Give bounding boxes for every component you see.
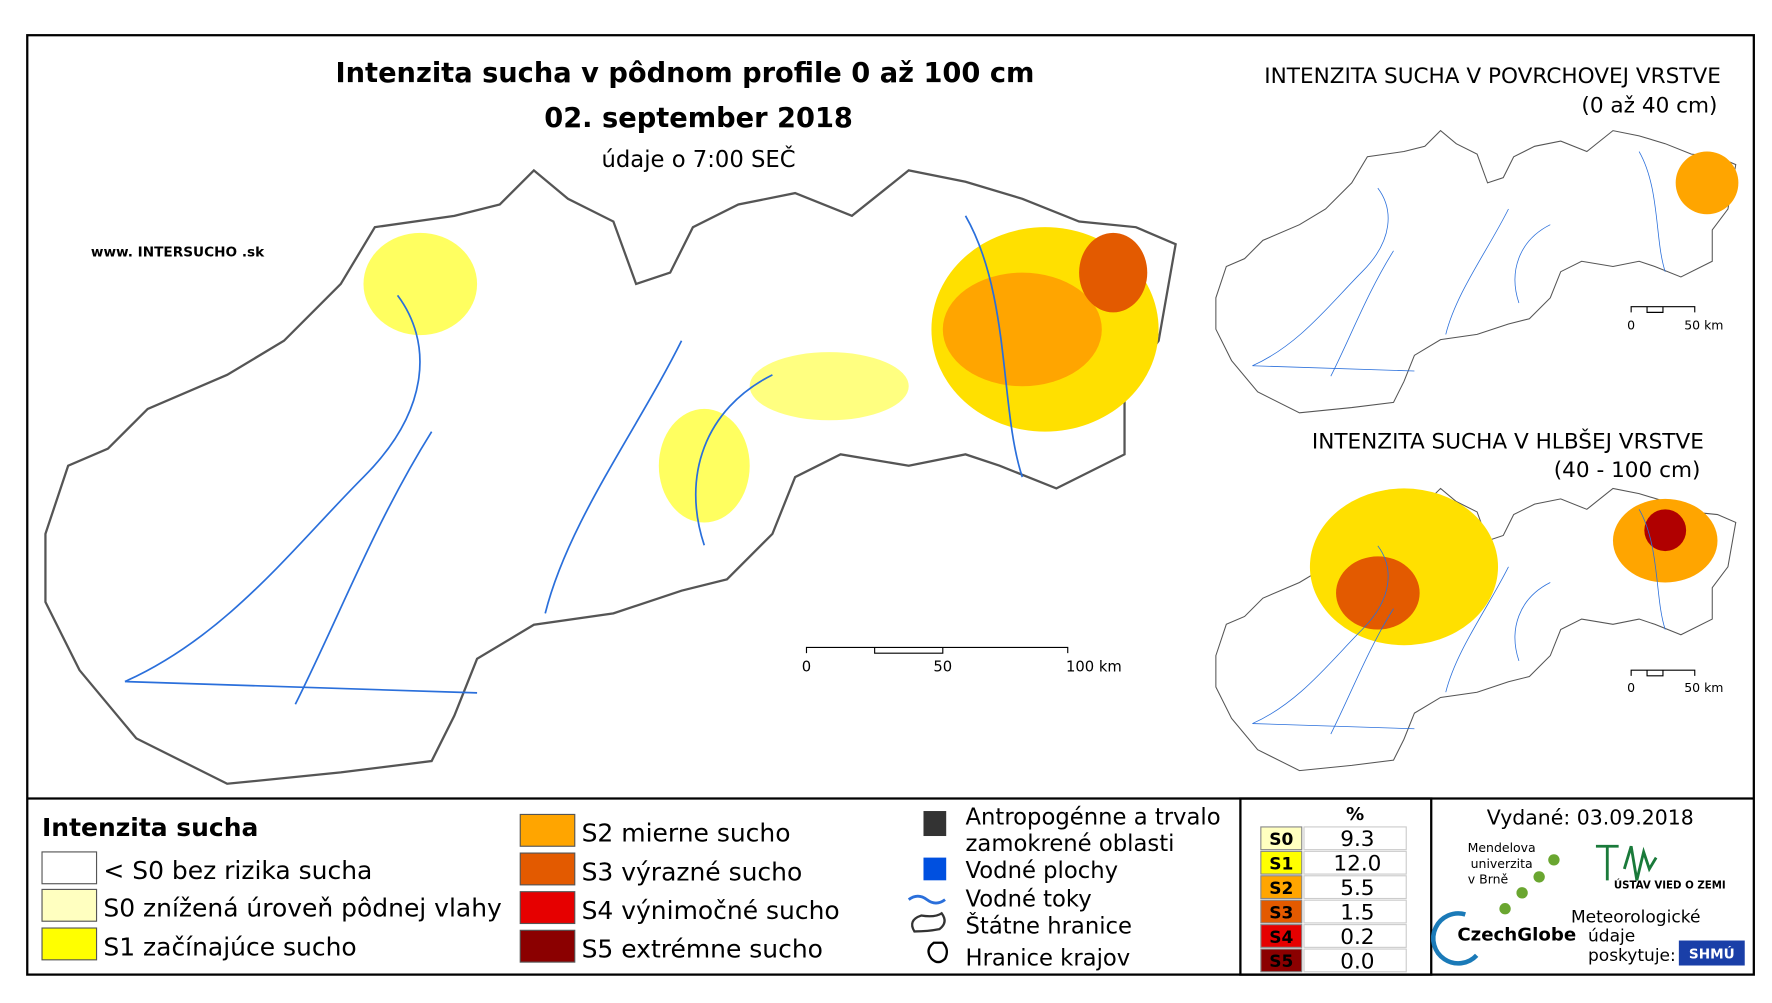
table-value-cell xyxy=(1303,875,1407,900)
table-class: S1 xyxy=(1269,855,1293,875)
symbol-label: Vodné toky xyxy=(966,886,1092,912)
table-class: S3 xyxy=(1269,903,1293,923)
inset-top xyxy=(1215,130,1739,414)
scale-label: 50 km xyxy=(1684,317,1723,332)
website: www. INTERSUCHO .sk xyxy=(91,245,265,261)
table-value: 0.0 xyxy=(1340,949,1374,974)
table-value: 5.5 xyxy=(1340,876,1374,901)
table-value: 9.3 xyxy=(1340,827,1374,852)
legend-swatch xyxy=(519,813,576,847)
table-class-cell xyxy=(1260,875,1303,900)
table-box xyxy=(1239,797,1433,976)
logo-text: údaje xyxy=(1588,927,1635,947)
table-class: S5 xyxy=(1269,952,1293,972)
symbol-label: zamokrené oblasti xyxy=(966,831,1175,857)
logo-text: v Brně xyxy=(1468,872,1509,887)
logo-text: univerzita xyxy=(1471,856,1533,871)
title: Intenzita sucha v pôdnom profile 0 až 10… xyxy=(336,58,1035,89)
table-header: % xyxy=(1346,804,1364,825)
legend-swatch xyxy=(41,927,98,961)
subtitle: údaje o 7:00 SEČ xyxy=(602,145,796,173)
table-class-cell xyxy=(1260,948,1303,973)
inset-title: INTENZITA SUCHA V HLBŠEJ VRSTVE xyxy=(1312,429,1704,455)
scale-label: 50 km xyxy=(1684,680,1723,695)
logo-text: poskytuje: xyxy=(1588,946,1676,966)
table-class: S0 xyxy=(1269,830,1293,850)
table-value-cell xyxy=(1303,826,1407,851)
logo-text: Meteorologické xyxy=(1571,907,1700,927)
scale-label: 100 km xyxy=(1066,658,1122,675)
legend-label: S2 mierne sucho xyxy=(582,819,791,848)
legend-swatch xyxy=(41,851,98,885)
legend-swatch xyxy=(519,929,576,963)
table-value: 0.2 xyxy=(1340,925,1374,950)
legend: < S0 bez rizika sucha S0 znížená úroveň p… xyxy=(41,813,840,964)
table-value: 12.0 xyxy=(1333,852,1381,877)
table-class-cell xyxy=(1260,924,1303,948)
issued: Vydané: 03.09.2018 xyxy=(1487,806,1694,830)
legend-label: S5 extrémne sucho xyxy=(582,935,823,964)
table: % S0 9.3 S1 12.0 S2 5.5 S3 1.5 S4 0.2 S5 0.0 xyxy=(1260,804,1407,974)
table-class: S4 xyxy=(1269,928,1293,948)
legend-swatch xyxy=(519,852,576,886)
legend-title: Intenzita sucha xyxy=(42,813,258,842)
scale-label: 0 xyxy=(1627,680,1635,695)
symbol-label: Antropogénne a trvalo xyxy=(966,805,1221,831)
symbol xyxy=(911,911,946,933)
legend-swatch xyxy=(41,888,98,922)
logo-text: SHMÚ xyxy=(1689,945,1735,963)
legend-label: S0 znížená úroveň pôdnej vlahy xyxy=(103,894,502,923)
date: 02. september 2018 xyxy=(544,103,853,134)
logo-text: ÚSTAV VIED O ZEMI xyxy=(1614,878,1726,891)
table-value: 1.5 xyxy=(1340,901,1374,926)
table-value-cell xyxy=(1303,850,1407,875)
symbol xyxy=(923,811,947,837)
symbol-label: Hranice krajov xyxy=(966,946,1131,972)
symbol-label: Vodné plochy xyxy=(966,858,1119,884)
table-class-cell xyxy=(1260,899,1303,924)
table-value-cell xyxy=(1303,948,1407,973)
legend-label: S1 začínajúce sucho xyxy=(103,932,356,961)
main-map xyxy=(44,169,1177,785)
symbol xyxy=(927,941,949,964)
logo-mark xyxy=(1431,911,1479,966)
scale-label: 0 xyxy=(1627,317,1635,332)
legend-label: S4 výnimočné sucho xyxy=(582,896,840,925)
scale-label: 50 xyxy=(933,658,952,675)
inset-scale xyxy=(1630,669,1696,677)
scale-label: 0 xyxy=(802,658,811,675)
logo-text: Mendelova xyxy=(1468,840,1536,855)
legend-label: S3 výrazné sucho xyxy=(582,857,803,886)
table-class-cell xyxy=(1260,850,1303,875)
inset-subtitle: (40 - 100 cm) xyxy=(1554,458,1701,483)
logo-text: CzechGlobe xyxy=(1457,925,1576,946)
inset-scale xyxy=(1630,306,1696,313)
inset-subtitle: (0 až 40 cm) xyxy=(1581,93,1717,118)
symbol xyxy=(907,894,946,905)
logo-mark xyxy=(1595,844,1658,881)
table-value-cell xyxy=(1303,899,1407,924)
logo-mark xyxy=(1678,940,1745,966)
inset-bottom xyxy=(1215,487,1737,772)
scale-bar xyxy=(805,646,1069,654)
legend-swatch xyxy=(519,891,576,925)
table-value-cell xyxy=(1303,924,1407,948)
symbol-label: Štátne hranice xyxy=(966,912,1132,940)
symbol xyxy=(923,857,947,881)
table-class: S2 xyxy=(1269,879,1293,899)
legend-label: < S0 bez rizika sucha xyxy=(103,856,372,885)
inset-title: INTENZITA SUCHA V POVRCHOVEJ VRSTVE xyxy=(1264,64,1721,89)
table-class-cell xyxy=(1260,826,1303,851)
